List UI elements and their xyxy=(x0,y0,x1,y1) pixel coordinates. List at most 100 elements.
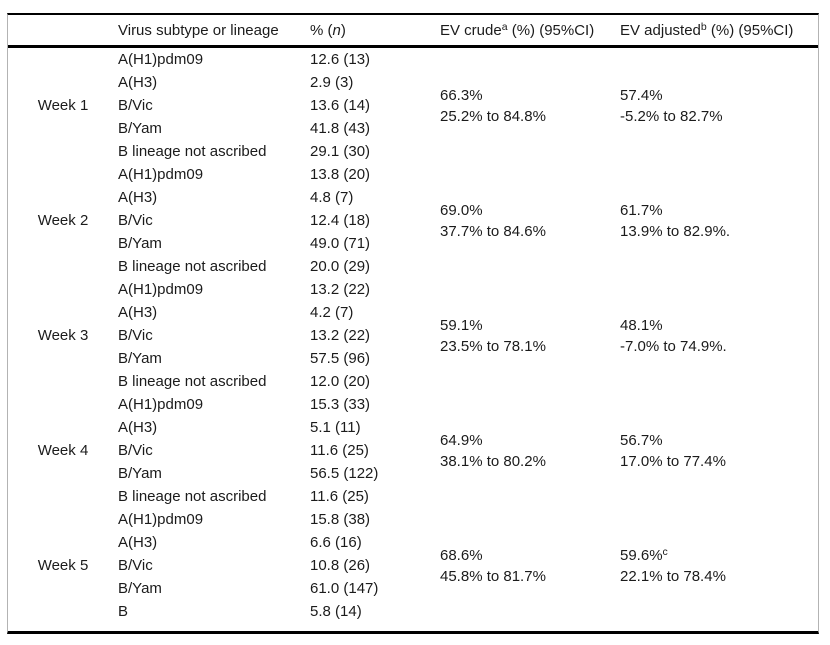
virus-subtype: B/Yam xyxy=(118,580,162,597)
footnote-c-marker: c xyxy=(662,545,668,558)
ev-adjusted-cell: 61.7% 13.9% to 82.9%. xyxy=(620,163,818,278)
percent-n-value: 15.8 (38) xyxy=(310,511,371,528)
percent-n-value: 12.6 (13) xyxy=(310,51,371,68)
ev-adjusted-value: 57.4% xyxy=(620,85,818,106)
ev-adjusted-value-text: 56.7% xyxy=(620,431,663,449)
week-label: Week 2 xyxy=(37,212,89,229)
table-row: A(H3) 6.6 (16) xyxy=(8,531,818,554)
table-row: B/Vic 10.8 (26) xyxy=(8,554,818,577)
virus-subtype: B/Vic xyxy=(118,442,153,459)
virus-subtype: A(H3) xyxy=(118,419,158,436)
table-row: Week 2 A(H1)pdm09 13.8 (20) 69.0% 37.7% … xyxy=(8,163,818,240)
percent-n-value: 57.5 (96) xyxy=(310,350,371,367)
table-row: A(H3) 5.1 (11) xyxy=(8,416,818,439)
percent-n-prefix: % ( xyxy=(310,21,333,39)
percent-n-value: 11.6 (25) xyxy=(310,488,369,505)
header-percent-n: % (n) xyxy=(310,15,440,48)
virus-subtype: B lineage not ascribed xyxy=(118,373,267,390)
table-row: Week 5 A(H1)pdm09 15.8 (38) 68.6% 45.8% … xyxy=(8,508,818,585)
ev-adjusted-cell: 57.4% -5.2% to 82.7% xyxy=(620,47,818,164)
week-label: Week 1 xyxy=(37,97,89,114)
table-row: B/Yam 57.5 (96) xyxy=(8,347,818,370)
percent-n-value: 13.2 (22) xyxy=(310,327,371,344)
header-ev-adjusted: EV adjustedb (%) (95%CI) xyxy=(620,15,818,48)
ev-adjusted-value-text: 59.6% xyxy=(620,546,663,564)
percent-n-value: 13.6 (14) xyxy=(310,97,371,114)
virus-subtype: B lineage not ascribed xyxy=(118,258,267,275)
ev-crude-cell: 69.0% 37.7% to 84.6% xyxy=(440,163,620,278)
data-table: Virus subtype or lineage % (n) EV crudea… xyxy=(8,15,818,623)
percent-n-value: 5.1 (11) xyxy=(310,419,361,436)
table-row: B/Vic 13.6 (14) xyxy=(8,94,818,117)
table-row: Week 1 A(H1)pdm09 12.6 (13) 66.3% 25.2% … xyxy=(8,47,818,125)
table-row: B/Yam 49.0 (71) xyxy=(8,232,818,255)
virus-subtype: B lineage not ascribed xyxy=(118,143,267,160)
ev-crude-value: 66.3% xyxy=(440,86,483,104)
virus-subtype: A(H1)pdm09 xyxy=(118,281,204,298)
percent-n-value: 12.4 (18) xyxy=(310,212,371,229)
table-row: B lineage not ascribed 12.0 (20) xyxy=(8,370,818,393)
header-row: Virus subtype or lineage % (n) EV crudea… xyxy=(8,15,818,48)
virus-subtype: A(H1)pdm09 xyxy=(118,511,204,528)
virus-subtype: A(H1)pdm09 xyxy=(118,396,204,413)
ev-estimates-table: Virus subtype or lineage % (n) EV crudea… xyxy=(7,13,819,634)
ev-crude-cell: 59.1% 23.5% to 78.1% xyxy=(440,278,620,393)
percent-n-value: 4.8 (7) xyxy=(310,189,354,206)
virus-subtype: B/Vic xyxy=(118,557,153,574)
virus-subtype: B/Vic xyxy=(118,327,153,344)
ev-adjusted-cell: 59.6%c 22.1% to 78.4% xyxy=(620,508,818,623)
virus-subtype: B xyxy=(118,603,129,620)
ev-adjusted-ci: 13.9% to 82.9%. xyxy=(620,222,731,240)
percent-n-suffix: ) xyxy=(340,21,346,39)
virus-subtype: B/Vic xyxy=(118,97,153,114)
percent-n-value: 11.6 (25) xyxy=(310,442,369,459)
table-row: B/Yam 61.0 (147) xyxy=(8,577,818,600)
ev-adjusted-cell: 48.1% -7.0% to 74.9%. xyxy=(620,278,818,393)
table-row: B/Yam 41.8 (43) xyxy=(8,117,818,140)
header-virus-subtype: Virus subtype or lineage xyxy=(118,15,310,48)
table-row: B/Yam 56.5 (122) xyxy=(8,462,818,485)
percent-n-italic: n xyxy=(332,21,341,39)
percent-n-value: 20.0 (29) xyxy=(310,258,371,275)
table-row: A(H3) 4.8 (7) xyxy=(8,186,818,209)
ev-adjusted-value: 48.1% xyxy=(620,315,818,336)
virus-subtype: B/Vic xyxy=(118,212,153,229)
ev-crude-value: 69.0% xyxy=(440,201,483,219)
table-row: B lineage not ascribed 11.6 (25) xyxy=(8,485,818,508)
ev-adjusted-value-text: 57.4% xyxy=(620,86,663,104)
percent-n-value: 29.1 (30) xyxy=(310,143,371,160)
ev-crude-cell: 64.9% 38.1% to 80.2% xyxy=(440,393,620,508)
ev-crude-value: 59.1% xyxy=(440,316,483,334)
ev-adjusted-value: 56.7% xyxy=(620,430,818,451)
table-row: B lineage not ascribed 20.0 (29) xyxy=(8,255,818,278)
week-5-group: Week 5 A(H1)pdm09 15.8 (38) 68.6% 45.8% … xyxy=(8,508,818,623)
virus-subtype: B/Yam xyxy=(118,465,162,482)
percent-n-value: 61.0 (147) xyxy=(310,580,379,597)
percent-n-value: 5.8 (14) xyxy=(310,603,362,620)
ev-adjusted-ci: -5.2% to 82.7% xyxy=(620,107,723,125)
table-row: B/Vic 12.4 (18) xyxy=(8,209,818,232)
ev-adjusted-value-text: 61.7% xyxy=(620,201,663,219)
percent-n-value: 49.0 (71) xyxy=(310,235,371,252)
percent-n-value: 12.0 (20) xyxy=(310,373,371,390)
table-row: Week 4 A(H1)pdm09 15.3 (33) 64.9% 38.1% … xyxy=(8,393,818,470)
ev-crude-ci: 38.1% to 80.2% xyxy=(440,452,546,470)
percent-n-value: 15.3 (33) xyxy=(310,396,371,413)
percent-n-value: 13.2 (22) xyxy=(310,281,371,298)
week-2-group: Week 2 A(H1)pdm09 13.8 (20) 69.0% 37.7% … xyxy=(8,163,818,278)
percent-n-value: 6.6 (16) xyxy=(310,534,362,551)
ev-adjusted-ci: -7.0% to 74.9%. xyxy=(620,337,727,355)
week-label: Week 5 xyxy=(37,557,89,574)
ev-crude-cell: 68.6% 45.8% to 81.7% xyxy=(440,508,620,623)
ev-crude-ci: 25.2% to 84.8% xyxy=(440,107,546,125)
percent-n-value: 4.2 (7) xyxy=(310,304,354,321)
table-row: B/Vic 11.6 (25) xyxy=(8,439,818,462)
ev-crude-value: 64.9% xyxy=(440,431,483,449)
table-row: B lineage not ascribed 29.1 (30) xyxy=(8,140,818,163)
ev-adjusted-units: (%) (95%CI) xyxy=(706,21,794,39)
percent-n-value: 13.8 (20) xyxy=(310,166,371,183)
table-row: A(H3) 4.2 (7) xyxy=(8,301,818,324)
table-row: A(H3) 2.9 (3) xyxy=(8,71,818,94)
ev-adjusted-label: EV adjusted xyxy=(620,21,701,39)
week-1-group: Week 1 A(H1)pdm09 12.6 (13) 66.3% 25.2% … xyxy=(8,47,818,164)
